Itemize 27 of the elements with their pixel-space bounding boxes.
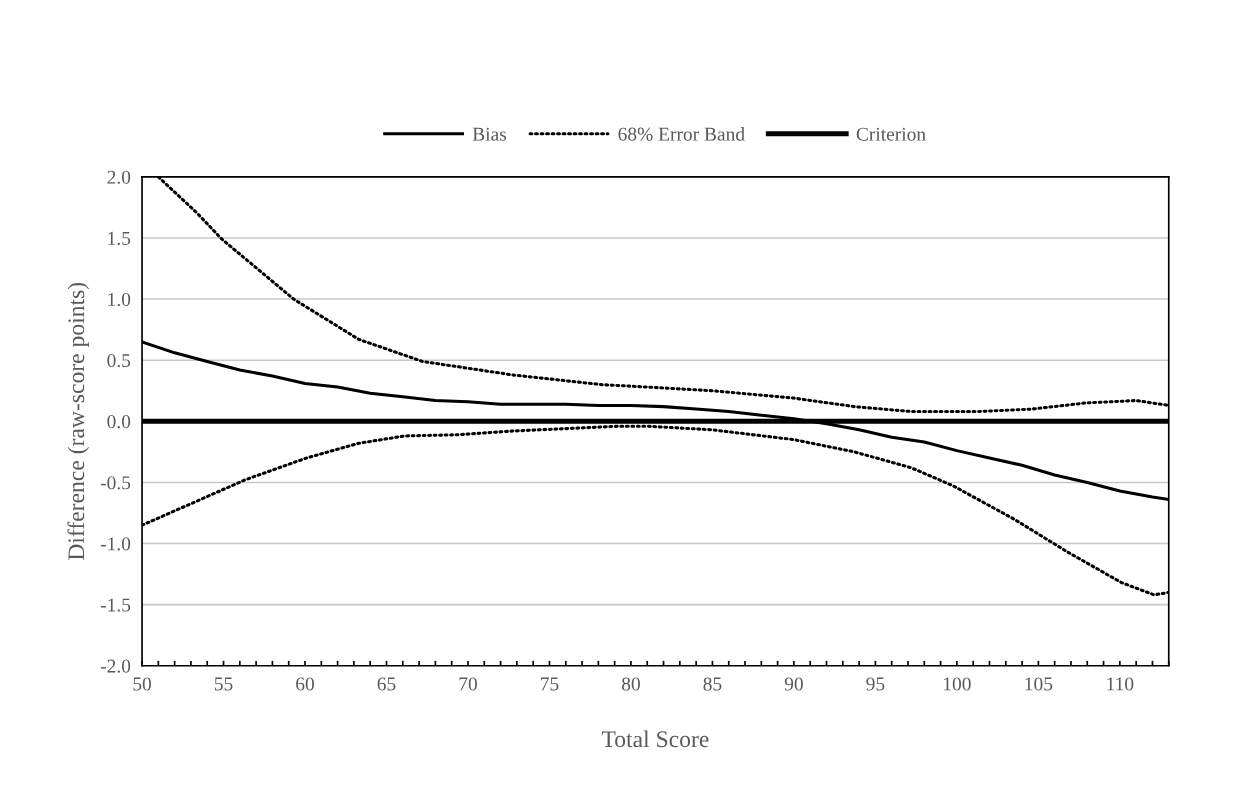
x-tick-label: 50	[133, 677, 152, 691]
x-tick-label: 75	[541, 677, 559, 691]
x-tick-label: 95	[866, 677, 885, 691]
y-tick-label: -1.0	[100, 537, 131, 551]
legend-label: Criterion	[856, 127, 926, 141]
y-tick-label: -1.5	[100, 598, 131, 612]
x-tick-label: 65	[377, 677, 396, 691]
x-tick-label: 100	[944, 677, 971, 691]
x-tick-label: 110	[1107, 677, 1134, 691]
y-axis-title: Difference (raw-score points)	[67, 282, 90, 561]
y-tick-label: -2.0	[100, 659, 131, 673]
y-tick-label: -0.5	[100, 476, 131, 490]
legend-label: Bias	[472, 127, 507, 141]
x-tick-label: 70	[459, 677, 477, 691]
x-tick-label: 90	[784, 677, 803, 691]
x-tick-label: 60	[296, 677, 314, 691]
y-tick-label: 1.5	[108, 231, 131, 245]
legend-label: 68% Error Band	[618, 127, 745, 141]
y-tick-label: 0.5	[107, 354, 131, 368]
y-tick-label: 2.0	[107, 170, 131, 184]
x-tick-label: 105	[1025, 677, 1053, 691]
x-axis-title: Total Score	[601, 730, 709, 748]
x-tick-label: 80	[621, 677, 640, 691]
y-tick-label: 1.0	[108, 292, 131, 307]
x-tick-label: 85	[703, 677, 722, 691]
x-tick-label: 55	[214, 677, 233, 691]
y-tick-label: 0.0	[107, 415, 131, 429]
